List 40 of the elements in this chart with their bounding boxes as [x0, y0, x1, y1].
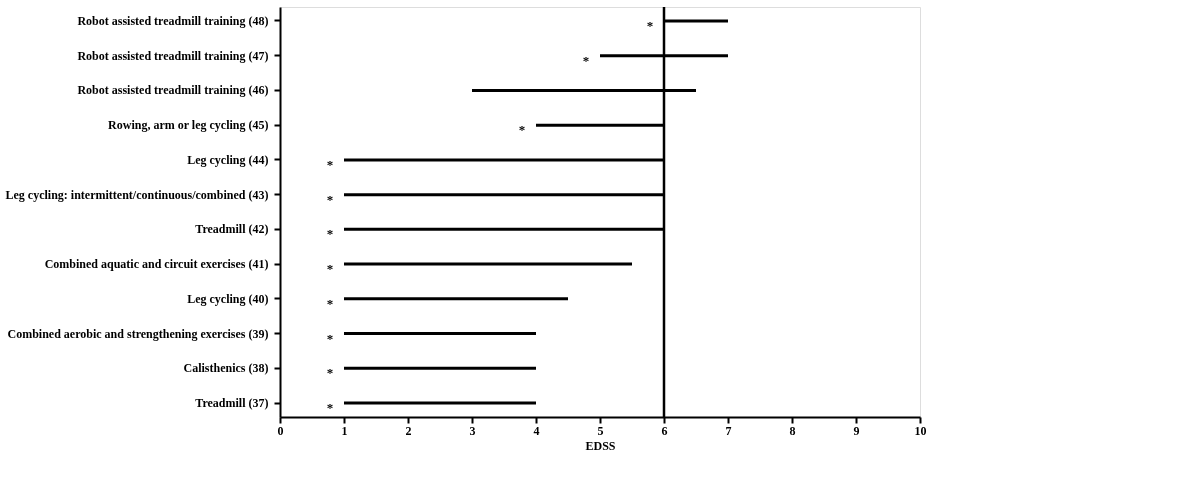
- bar: [344, 262, 632, 266]
- y-tick-label: Leg cycling (44): [187, 152, 269, 167]
- y-tick-label: Combined aquatic and circuit exercises (41): [44, 257, 269, 272]
- annotation: *: [646, 17, 654, 33]
- y-tick-label: Robot assisted treadmill training (46): [77, 83, 269, 98]
- x-axis-title: EDSS: [585, 438, 616, 453]
- annotation: *: [326, 261, 334, 277]
- x-tick-label: 10: [914, 423, 927, 438]
- y-tick-label: Robot assisted treadmill training (48): [77, 13, 269, 28]
- y-tick-label: Treadmill (42): [195, 222, 269, 237]
- y-tick-label: Calisthenics (38): [183, 361, 269, 376]
- annotation: *: [326, 156, 334, 172]
- x-tick-label: 1: [341, 423, 348, 438]
- bar: [344, 332, 536, 336]
- y-tick-label: Combined aerobic and strengthening exercises (39): [7, 326, 269, 341]
- x-tick-label: 9: [853, 423, 860, 438]
- x-tick-label: 6: [661, 423, 668, 438]
- bar: [344, 366, 536, 370]
- y-tick-label: Leg cycling: intermittent/continuous/combined (43): [5, 187, 269, 202]
- annotation: *: [326, 365, 334, 381]
- annotation: *: [326, 330, 334, 346]
- bar: [344, 401, 536, 405]
- x-tick-label: 2: [405, 423, 412, 438]
- y-tick-label: Leg cycling (40): [187, 291, 269, 306]
- annotation: *: [326, 191, 334, 207]
- x-tick-label: 0: [277, 423, 284, 438]
- annotation: *: [582, 52, 590, 68]
- y-tick-label: Treadmill (37): [195, 396, 269, 411]
- x-tick-label: 7: [725, 423, 732, 438]
- y-tick-label: Robot assisted treadmill training (47): [77, 48, 269, 63]
- x-tick-label: 5: [597, 423, 604, 438]
- x-tick-label: 8: [789, 423, 796, 438]
- annotation: *: [518, 122, 526, 138]
- annotation: *: [326, 400, 334, 416]
- annotation: *: [326, 226, 334, 242]
- x-tick-label: 3: [469, 423, 476, 438]
- x-tick-label: 4: [533, 423, 540, 438]
- annotation: *: [326, 295, 334, 311]
- bar: [344, 297, 568, 301]
- y-tick-label: Rowing, arm or leg cycling (45): [108, 118, 269, 133]
